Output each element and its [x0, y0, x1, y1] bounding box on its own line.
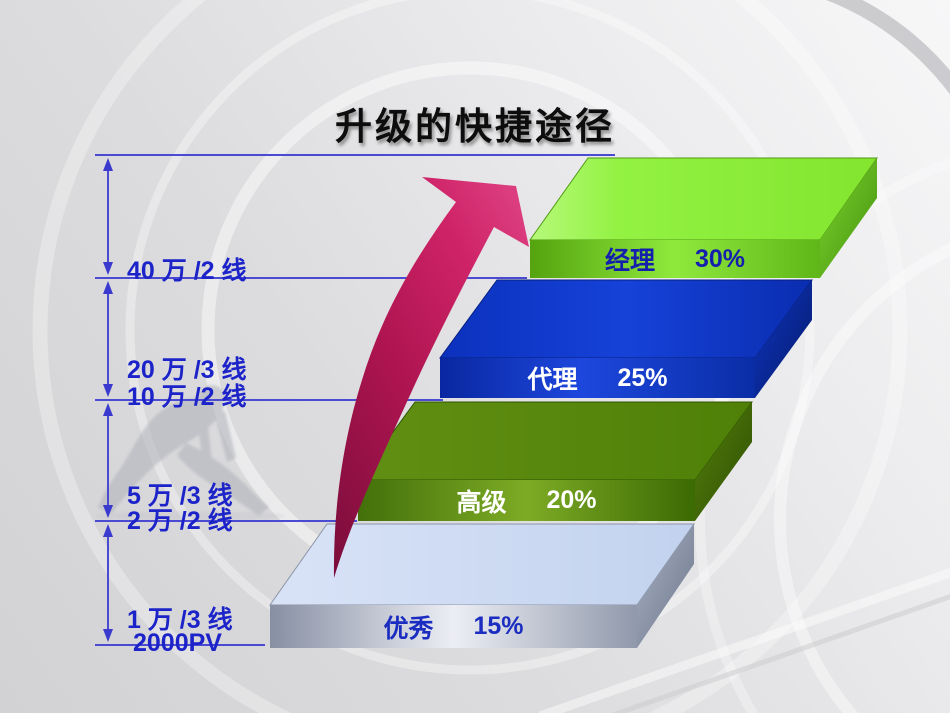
tier-label-senior-threshold: 2 万 /2 线 1 万 /3 线	[127, 439, 233, 703]
tier-label-agent-threshold: 10 万 /2 线 5 万 /3 线	[127, 315, 247, 579]
step-rank: 高级	[456, 488, 507, 517]
step-excellent	[269, 523, 695, 648]
step-rank: 经理	[604, 247, 655, 275]
growth-arrow	[333, 177, 529, 578]
tier-line: 40 万 /2 线	[127, 257, 247, 285]
step-label-senior: 高级 20%	[358, 480, 695, 521]
step-label-excellent: 优秀 15%	[270, 605, 637, 648]
step-percent: 15%	[473, 612, 524, 640]
tier-line: 2000PV	[133, 629, 222, 657]
tier-label-manager-threshold: 40 万 /2 线 20 万 /3 线	[127, 189, 247, 453]
step-percent: 25%	[617, 363, 668, 392]
tier-line: 20 万 /3 线	[127, 356, 247, 384]
step-label-manager: 经理 30%	[530, 240, 820, 278]
step-percent: 20%	[546, 486, 597, 514]
step-agent	[439, 279, 813, 398]
page-title: 升级的快捷途径	[335, 106, 615, 147]
tier-line: 2 万 /2 线	[127, 507, 233, 535]
step-manager	[529, 157, 878, 278]
tier-line: 5 万 /3 线	[127, 482, 233, 510]
tier-line: 10 万 /2 线	[127, 383, 247, 411]
step-label-agent: 代理 25%	[440, 358, 755, 398]
step-senior	[357, 401, 753, 521]
tier-label-excellent-threshold: 2000PV	[133, 561, 222, 713]
tier-line: 1 万 /3 线	[127, 606, 233, 634]
runner-silhouette	[95, 385, 285, 521]
step-percent: 30%	[694, 244, 746, 273]
step-rank: 优秀	[383, 614, 434, 643]
step-rank: 代理	[527, 366, 578, 394]
